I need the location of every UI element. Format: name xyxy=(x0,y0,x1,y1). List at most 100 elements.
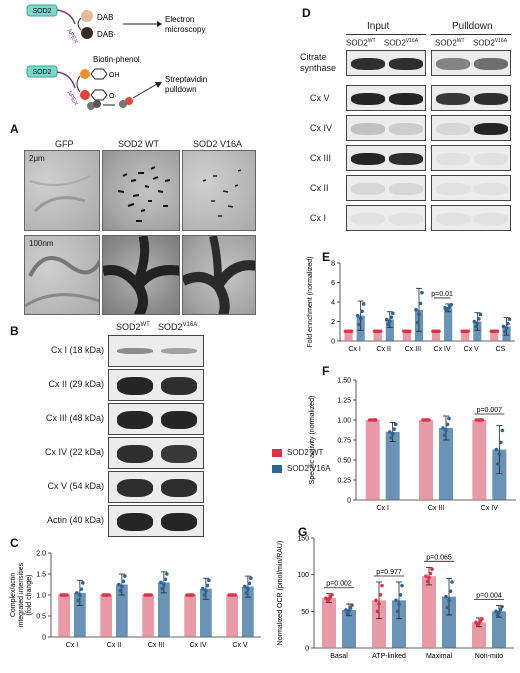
x-tick-label: Cx I xyxy=(348,346,361,353)
d-band xyxy=(436,183,470,195)
sod2-label-bottom: SOD2 xyxy=(32,69,51,76)
d-blot-pulldown xyxy=(431,115,511,141)
data-dot xyxy=(497,611,501,615)
y-axis-label: integrated intensities xyxy=(18,562,25,627)
d-band xyxy=(436,153,470,165)
data-dot xyxy=(506,322,510,326)
oh-label: OH xyxy=(109,72,120,79)
data-dot xyxy=(400,584,404,588)
p-value-label: p=0.002 xyxy=(326,581,352,588)
x-tick-label: Basal xyxy=(330,653,348,660)
x-tick-label: Cx IV xyxy=(189,642,206,649)
data-dot xyxy=(441,426,445,430)
panel-letter-b: B xyxy=(10,324,19,338)
data-dot xyxy=(429,572,433,576)
b-blot xyxy=(108,403,204,435)
d-band xyxy=(351,93,385,105)
y-axis-label: Fold enrichment (normalized) xyxy=(307,256,314,347)
em-particle xyxy=(235,185,238,186)
d-band xyxy=(351,58,385,70)
data-dot xyxy=(248,582,252,586)
d-band xyxy=(389,93,423,105)
b-band xyxy=(161,348,197,354)
data-dot xyxy=(390,315,394,319)
b-band xyxy=(161,377,197,395)
y-tick-label: 0.5 xyxy=(36,614,46,621)
y-tick-label: 150 xyxy=(297,536,309,543)
dab-label: DAB xyxy=(97,13,113,22)
data-dot xyxy=(146,593,150,597)
data-dot xyxy=(377,602,381,606)
data-dot xyxy=(414,308,418,312)
data-dot xyxy=(119,589,123,593)
data-dot xyxy=(417,312,421,316)
biotin-red xyxy=(80,90,90,100)
data-dot xyxy=(206,584,210,588)
data-dot xyxy=(473,320,477,324)
y-tick-label: 0 xyxy=(42,635,46,642)
d-band xyxy=(436,58,470,70)
d-pulldown-header: Pulldown xyxy=(452,21,493,32)
x-tick-label: Cx II xyxy=(377,346,391,353)
bar-wt xyxy=(100,595,112,637)
y-tick-label: 1.5 xyxy=(36,572,46,579)
data-dot xyxy=(356,314,360,318)
data-dot xyxy=(430,567,434,571)
data-dot xyxy=(379,593,383,597)
biotin-orange xyxy=(80,69,90,79)
apex-label-bottom: APEX xyxy=(65,90,78,107)
data-dot xyxy=(499,441,503,445)
data-dot xyxy=(371,418,375,422)
data-dot xyxy=(476,321,480,325)
data-dot xyxy=(362,302,366,306)
data-dot xyxy=(164,577,168,581)
b-col-v16a: SOD2V16A xyxy=(158,322,197,332)
bar-wt xyxy=(322,598,336,648)
d-band xyxy=(351,153,385,165)
data-dot xyxy=(207,579,211,583)
microscopy-label: microscopy xyxy=(165,25,205,34)
b-row-label: Cx III (48 kDa) xyxy=(30,413,104,423)
data-dot xyxy=(122,580,126,584)
d-col-v16a-pulldown: SOD2V16A xyxy=(473,38,507,48)
x-tick-label: Maximal xyxy=(426,653,453,660)
data-dot xyxy=(347,609,351,613)
b-row-label: Cx IV (22 kDa) xyxy=(30,447,104,457)
d-band xyxy=(389,123,423,135)
data-dot xyxy=(387,322,391,326)
data-dot xyxy=(188,593,192,597)
data-dot xyxy=(477,317,481,321)
d-blot-input xyxy=(346,85,426,111)
d-row-label: Cx II xyxy=(310,183,329,193)
panel-letter-a: A xyxy=(10,122,19,136)
data-dot xyxy=(249,576,253,580)
d-blot-input xyxy=(346,175,426,201)
d-input-header: Input xyxy=(367,21,389,32)
legend-v16a-swatch xyxy=(272,465,282,473)
data-dot xyxy=(81,581,85,585)
data-dot xyxy=(502,325,506,329)
em-particle xyxy=(151,167,155,169)
d-col-wt-pulldown: SOD2WT xyxy=(435,38,465,48)
data-dot xyxy=(424,574,428,578)
data-dot xyxy=(245,591,249,595)
y-tick-label: 0 xyxy=(347,498,351,505)
d-col-wt-input: SOD2WT xyxy=(346,38,376,48)
bar-wt xyxy=(422,576,436,648)
em-gfp-high: 100nm xyxy=(24,235,100,315)
y-tick-label: 1.0 xyxy=(36,593,46,600)
data-dot xyxy=(443,433,447,437)
bar-wt xyxy=(472,420,486,500)
p-value-label: p=0.004 xyxy=(476,592,502,599)
data-dot xyxy=(496,462,500,466)
data-dot xyxy=(327,597,331,601)
data-dot xyxy=(503,330,507,334)
data-dot xyxy=(230,593,234,597)
data-dot xyxy=(449,589,453,593)
data-dot xyxy=(357,323,361,327)
data-dot xyxy=(376,610,380,614)
data-dot xyxy=(246,587,250,591)
data-dot xyxy=(347,329,351,333)
bar-v16a xyxy=(444,308,452,341)
x-tick-label: Cx III xyxy=(405,346,421,353)
